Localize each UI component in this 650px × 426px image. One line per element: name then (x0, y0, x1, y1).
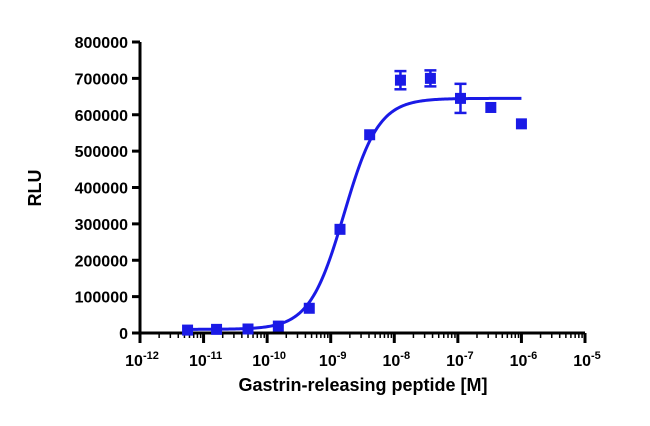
data-point (303, 302, 315, 314)
y-axis-ticks: 0 100000 200000 300000 400000 500000 600000 700… (75, 35, 140, 343)
x-tick-label: 10-5 (573, 350, 601, 370)
axes (138, 42, 585, 335)
data-point (424, 72, 436, 84)
data-point (334, 223, 346, 235)
fit-curve-layer (187, 96, 522, 331)
x-tick-label: 10-9 (319, 350, 347, 370)
y-tick-label: 600000 (75, 108, 128, 125)
data-point (242, 323, 254, 335)
x-tick-label: 10-12 (125, 350, 159, 370)
y-tick-label: 400000 (75, 181, 128, 198)
data-point (394, 74, 406, 86)
y-tick-label: 700000 (75, 71, 128, 88)
data-point (485, 101, 497, 113)
fit-curve (187, 96, 522, 331)
y-tick-label: 800000 (75, 35, 128, 52)
data-point (211, 323, 223, 335)
y-axis-label: RLU (25, 170, 45, 207)
y-tick-label: 100000 (75, 290, 128, 307)
data-point (272, 320, 284, 332)
x-tick-label: 10-6 (510, 350, 538, 370)
x-tick-label: 10-10 (252, 350, 286, 370)
x-axis-label: Gastrin-releasing peptide [M] (238, 375, 487, 395)
y-tick-label: 300000 (75, 217, 128, 234)
x-tick-label: 10-7 (446, 350, 474, 370)
x-tick-label: 10-8 (382, 350, 410, 370)
data-points-layer (182, 69, 527, 336)
y-tick-label: 200000 (75, 253, 128, 270)
y-tick-label: 500000 (75, 144, 128, 161)
data-point (515, 118, 527, 130)
x-tick-label: 10-11 (189, 350, 222, 370)
x-axis-ticks: 10-12 10-11 10-10 10-9 10-8 10-7 10-6 10-5 (125, 333, 601, 370)
y-tick-label: 0 (119, 326, 128, 343)
data-point (182, 324, 194, 336)
data-point (454, 92, 466, 104)
data-point (364, 129, 376, 141)
